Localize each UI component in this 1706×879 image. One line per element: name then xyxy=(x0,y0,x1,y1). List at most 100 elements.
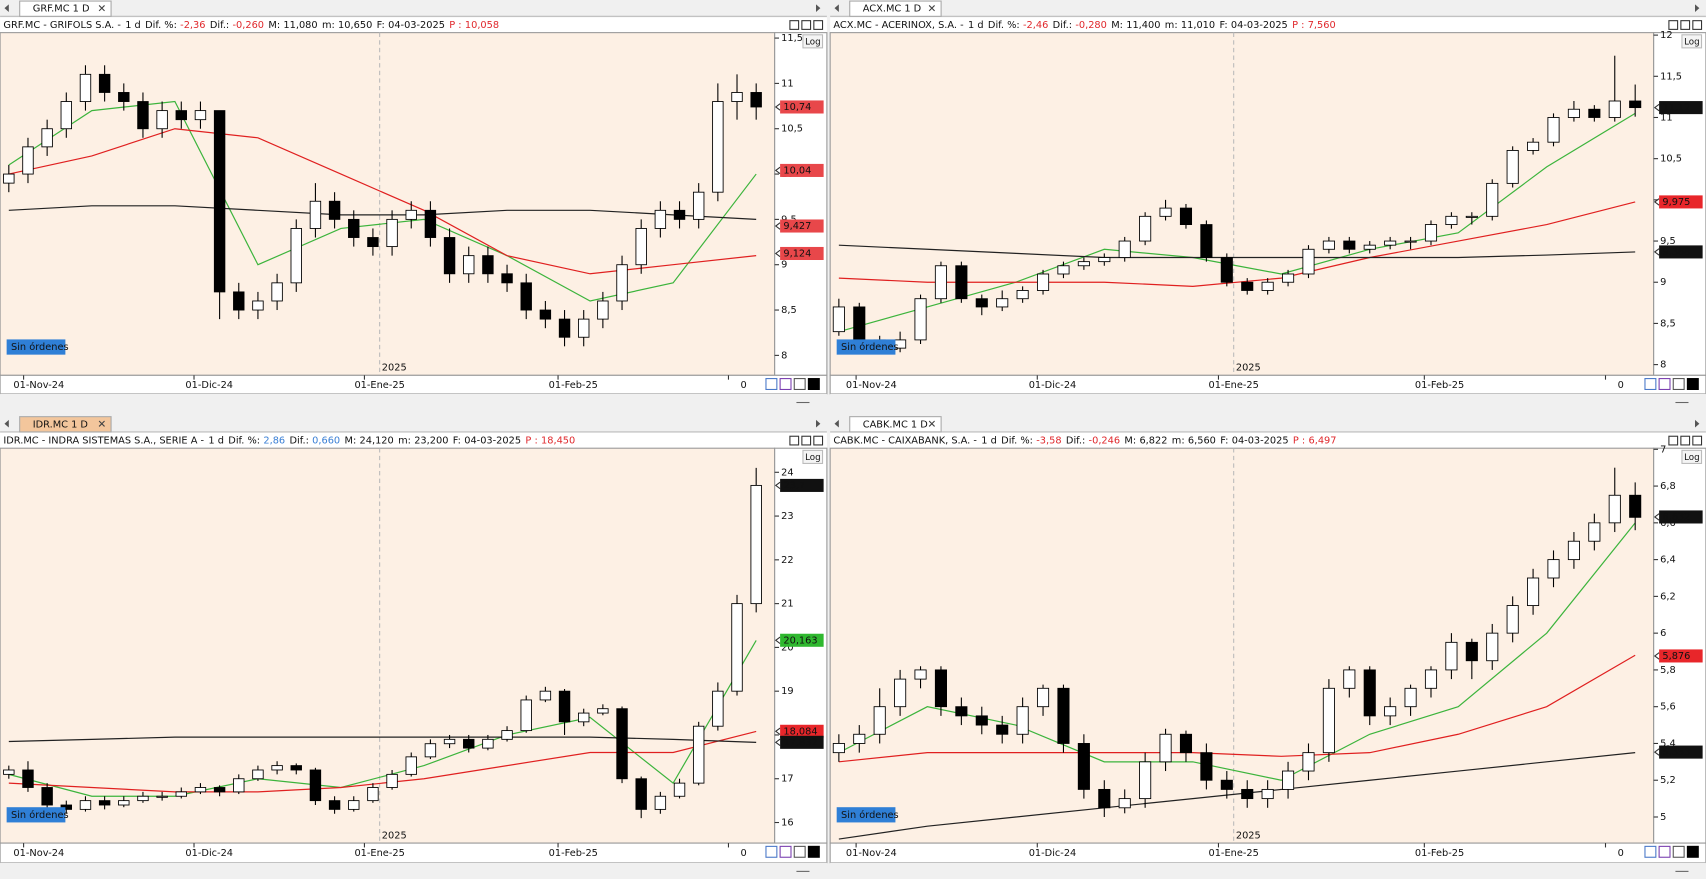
no-orders-badge[interactable] xyxy=(6,339,66,355)
moving-average xyxy=(8,205,757,220)
candle-body xyxy=(1261,788,1274,800)
header-field: F: xyxy=(1220,436,1228,447)
candle-body xyxy=(1588,108,1601,118)
header-field: F: xyxy=(453,436,461,447)
window-minimize[interactable] xyxy=(1668,20,1679,30)
axis-tool-button[interactable] xyxy=(765,845,778,858)
candle-body xyxy=(654,209,667,229)
window-close[interactable] xyxy=(1692,20,1703,30)
tab-close[interactable] xyxy=(98,420,105,427)
window-maximize[interactable] xyxy=(801,435,812,446)
tab-label[interactable]: IDR.MC 1 D xyxy=(33,419,88,430)
scroll-left[interactable] xyxy=(834,4,839,12)
window-close[interactable] xyxy=(813,435,824,446)
log-button[interactable] xyxy=(802,449,824,464)
axis-tool-button[interactable] xyxy=(779,845,792,858)
tab[interactable] xyxy=(849,0,942,17)
moving-average xyxy=(8,640,757,797)
moving-average xyxy=(8,730,757,793)
header-field: CABK.MC - CAIXABANK, S.A. - xyxy=(833,436,977,447)
header-field: 0,660 xyxy=(312,436,340,447)
axis-tool-button[interactable] xyxy=(1644,845,1657,858)
axis-tool-button[interactable] xyxy=(779,378,792,391)
scroll-left[interactable] xyxy=(4,4,9,12)
y-tick-label: 8,5 xyxy=(781,305,797,316)
log-button[interactable] xyxy=(1681,449,1703,464)
axis-tool-button[interactable] xyxy=(1686,845,1699,858)
scroll-left[interactable] xyxy=(834,419,839,428)
y-tick-label: 9,5 xyxy=(1660,236,1676,247)
tab[interactable] xyxy=(19,0,112,17)
window-maximize[interactable] xyxy=(1680,20,1691,30)
axis-tool-button[interactable] xyxy=(1672,845,1685,858)
axis-tool-button[interactable] xyxy=(793,845,806,858)
candle-body xyxy=(1363,244,1376,250)
no-orders-label[interactable]: Sin órdenes xyxy=(11,809,69,821)
price-label: 9,368 xyxy=(1662,247,1690,258)
log-label[interactable]: Log xyxy=(805,453,821,463)
log-button[interactable] xyxy=(1681,34,1703,49)
axis-tool-button[interactable] xyxy=(1672,378,1685,391)
window-minimize[interactable] xyxy=(789,20,800,30)
candle-body xyxy=(175,791,187,797)
scroll-right[interactable] xyxy=(1695,419,1700,428)
log-button[interactable] xyxy=(802,34,824,49)
tab-label[interactable]: GRF.MC 1 D xyxy=(33,4,90,15)
scroll-right[interactable] xyxy=(816,4,821,12)
no-orders-badge[interactable] xyxy=(836,339,896,355)
candle-body xyxy=(873,706,886,735)
scroll-left[interactable] xyxy=(4,419,9,428)
candle-body xyxy=(290,765,302,771)
axis-tool-button[interactable] xyxy=(793,378,806,391)
scroll-right[interactable] xyxy=(1695,4,1700,12)
tab[interactable] xyxy=(849,416,942,433)
candle-body xyxy=(1241,788,1254,800)
axis-tool-button[interactable] xyxy=(1658,845,1671,858)
no-orders-badge[interactable] xyxy=(6,807,66,823)
moving-average xyxy=(8,736,757,744)
year-label: 2025 xyxy=(1236,830,1261,841)
log-label[interactable]: Log xyxy=(805,37,821,47)
axis-tool-button[interactable] xyxy=(1644,378,1657,391)
x-tick-label: 01-Feb-25 xyxy=(549,380,598,391)
no-orders-label[interactable]: Sin órdenes xyxy=(841,341,899,353)
header-text: CABK.MC - CAIXABANK, S.A. - 1 d Dif. %: -3,… xyxy=(833,436,1336,447)
window-close[interactable] xyxy=(813,20,824,30)
axis-tool-button[interactable] xyxy=(807,378,820,391)
scroll-right[interactable] xyxy=(816,419,821,428)
candle-body xyxy=(1077,261,1090,267)
window-maximize[interactable] xyxy=(1680,435,1691,446)
log-label[interactable]: Log xyxy=(1684,453,1700,463)
axis-tool-button[interactable] xyxy=(1658,378,1671,391)
price-label-box xyxy=(780,100,824,114)
axis-tool-button[interactable] xyxy=(1686,378,1699,391)
price-pointer xyxy=(774,103,781,111)
tab[interactable] xyxy=(19,416,112,433)
header-field: M: xyxy=(268,20,280,31)
tab-close[interactable] xyxy=(928,5,935,12)
tab-close[interactable] xyxy=(928,420,935,427)
no-orders-label[interactable]: Sin órdenes xyxy=(11,341,69,353)
no-orders-badge[interactable] xyxy=(836,807,896,823)
candle-body xyxy=(3,769,15,775)
tab-label[interactable]: CABK.MC 1 D xyxy=(863,419,928,430)
window-minimize[interactable] xyxy=(789,435,800,446)
candle-body xyxy=(1547,559,1560,579)
window-close[interactable] xyxy=(1692,435,1703,446)
no-orders-label[interactable]: Sin órdenes xyxy=(841,809,899,821)
axis-tool-button[interactable] xyxy=(765,378,778,391)
log-label[interactable]: Log xyxy=(1684,37,1700,47)
tab-close[interactable] xyxy=(98,5,105,12)
candle-body xyxy=(1424,224,1438,242)
y-tick-label: 5,2 xyxy=(1660,775,1676,786)
header-field: P : xyxy=(1293,436,1305,447)
tab-label[interactable]: ACX.MC 1 D xyxy=(863,4,921,15)
window-minimize[interactable] xyxy=(1668,435,1679,446)
y-tick-label: 10,5 xyxy=(781,124,803,135)
x-tick-label: 01-Nov-24 xyxy=(13,380,64,391)
window-maximize[interactable] xyxy=(801,20,812,30)
header-field: Dif.: xyxy=(290,436,309,447)
price-label: 5,353 xyxy=(1662,747,1690,758)
axis-tool-button[interactable] xyxy=(807,845,820,858)
candle-body xyxy=(443,237,456,275)
